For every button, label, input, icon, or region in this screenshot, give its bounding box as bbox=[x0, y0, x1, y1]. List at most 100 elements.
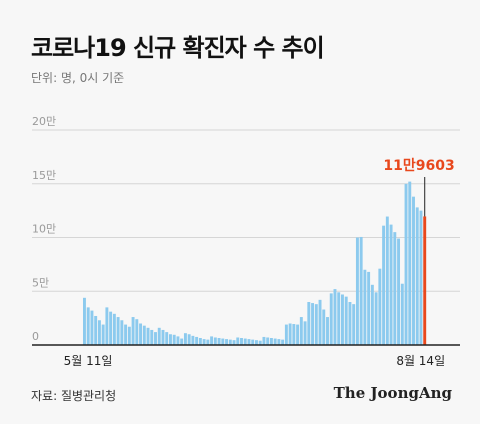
bar bbox=[169, 334, 172, 345]
bar bbox=[281, 339, 285, 346]
bar bbox=[97, 320, 101, 345]
bar bbox=[352, 304, 356, 345]
bar bbox=[225, 339, 229, 345]
bar bbox=[101, 324, 105, 345]
bar bbox=[94, 315, 98, 345]
bar bbox=[400, 283, 404, 345]
bar bbox=[277, 339, 281, 345]
bar bbox=[206, 339, 210, 346]
bar bbox=[150, 329, 154, 345]
bar bbox=[198, 338, 202, 345]
bar bbox=[251, 339, 255, 346]
bar bbox=[127, 326, 131, 345]
bar bbox=[142, 325, 146, 345]
bar bbox=[161, 329, 165, 345]
bar bbox=[135, 319, 139, 345]
bar bbox=[176, 336, 180, 345]
bar bbox=[322, 309, 326, 345]
bar bbox=[412, 196, 415, 345]
bar bbox=[183, 333, 187, 345]
bar bbox=[131, 317, 135, 345]
bar bbox=[139, 323, 143, 345]
bar bbox=[109, 311, 113, 345]
publisher-logo: The JoongAng bbox=[333, 384, 452, 402]
bar bbox=[172, 334, 176, 345]
x-tick-label-end: 8월 14일 bbox=[396, 354, 445, 368]
bar bbox=[154, 332, 157, 345]
bar bbox=[112, 313, 116, 345]
bar bbox=[217, 338, 221, 345]
bar bbox=[187, 334, 191, 345]
bar bbox=[284, 324, 288, 345]
source-note: 자료: 질병관리청 bbox=[31, 389, 117, 403]
bar bbox=[307, 302, 311, 345]
bar bbox=[213, 337, 217, 345]
bar bbox=[180, 338, 184, 345]
bar bbox=[341, 294, 344, 345]
bar bbox=[90, 310, 94, 345]
bar bbox=[318, 299, 322, 345]
bar bbox=[236, 337, 240, 345]
bar bbox=[408, 181, 412, 345]
bar bbox=[329, 293, 333, 345]
bar bbox=[299, 317, 303, 345]
y-tick-labels: 0 5만 10만 15만 20만 bbox=[32, 115, 56, 343]
bar-highlight bbox=[423, 216, 427, 345]
bar bbox=[266, 337, 270, 345]
y-tick-label: 15만 bbox=[32, 169, 56, 182]
bar bbox=[210, 336, 214, 345]
bar bbox=[382, 225, 386, 345]
y-tick-label: 10만 bbox=[32, 223, 56, 236]
bar bbox=[120, 320, 124, 345]
unit-note: 단위: 명, 0시 기준 bbox=[31, 71, 125, 85]
bar bbox=[419, 210, 423, 346]
bar bbox=[116, 317, 120, 345]
bar bbox=[191, 335, 195, 345]
bar bbox=[337, 292, 341, 345]
bar bbox=[355, 237, 359, 345]
bar bbox=[247, 339, 251, 345]
bar bbox=[385, 216, 389, 345]
x-tick-label-start: 5월 11일 bbox=[64, 354, 113, 368]
bar bbox=[157, 327, 161, 345]
bar bbox=[326, 317, 329, 345]
bar bbox=[269, 338, 273, 345]
bar bbox=[243, 338, 247, 345]
bar bbox=[232, 340, 236, 345]
chart-title: 코로나19 신규 확진자 수 추이 bbox=[31, 34, 325, 62]
highlight-value-label: 11만9603 bbox=[383, 158, 454, 174]
y-tick-label: 20만 bbox=[32, 115, 56, 128]
bar bbox=[393, 232, 397, 346]
bar bbox=[303, 321, 307, 345]
bar bbox=[146, 327, 150, 345]
bar bbox=[333, 289, 337, 345]
bar bbox=[363, 269, 367, 345]
bar bbox=[288, 323, 292, 345]
bar bbox=[262, 336, 266, 345]
bar bbox=[292, 324, 296, 345]
bar bbox=[165, 332, 169, 345]
bar bbox=[389, 224, 393, 345]
bars bbox=[83, 181, 427, 346]
bar bbox=[124, 324, 128, 345]
bar bbox=[221, 338, 225, 345]
bar bbox=[228, 339, 232, 346]
bar bbox=[296, 324, 300, 345]
y-tick-label: 5만 bbox=[32, 276, 49, 289]
bar bbox=[370, 284, 374, 345]
bar bbox=[240, 338, 243, 345]
bar bbox=[397, 238, 401, 345]
bar bbox=[258, 340, 262, 345]
bar bbox=[348, 302, 352, 345]
bar bbox=[374, 292, 378, 345]
bar bbox=[105, 307, 109, 346]
bar bbox=[255, 340, 258, 345]
bar bbox=[83, 297, 86, 345]
bar bbox=[202, 339, 206, 345]
bar bbox=[314, 304, 318, 345]
bar bbox=[415, 207, 419, 345]
bar bbox=[311, 303, 315, 345]
bar bbox=[86, 307, 90, 346]
bar bbox=[195, 336, 199, 345]
